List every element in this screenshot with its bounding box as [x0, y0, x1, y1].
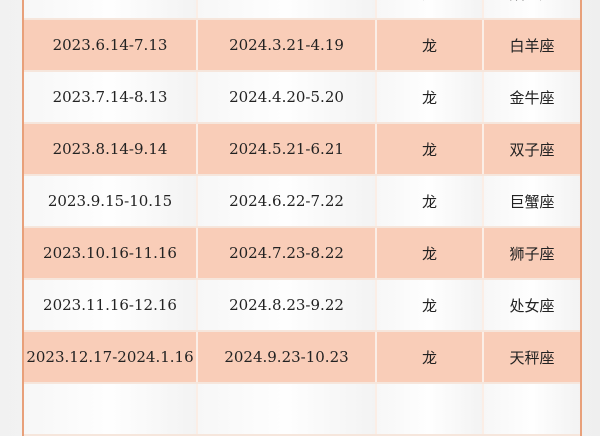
constellation-cell: 双鱼座: [484, 0, 580, 18]
table-row: 2023.8.14-9.14 2024.5.21-6.21 龙双子座: [24, 124, 580, 176]
solar-date-cell: 2024.8.23-9.22: [198, 280, 377, 330]
lunar-date-cell: 2023.12.17-2024.1.16: [24, 332, 198, 382]
lunar-date-cell: 2023.5.19-6.13: [24, 0, 198, 18]
table-row: 2023.6.14-7.13 2024.3.21-4.19 龙白羊座: [24, 20, 580, 72]
zodiac-animal-cell: [377, 384, 484, 434]
constellation-cell: 双子座: [484, 124, 580, 174]
zodiac-animal-cell: 龙: [377, 0, 484, 18]
constellation-cell: 金牛座: [484, 72, 580, 122]
solar-date-cell: 2024.5.21-6.21: [198, 124, 377, 174]
zodiac-animal-cell: 龙: [377, 124, 484, 174]
lunar-date-cell: 2023.7.14-8.13: [24, 72, 198, 122]
zodiac-animal-cell: 龙: [377, 20, 484, 70]
table-row: 2023.9.15-10.15 2024.6.22-7.22 龙巨蟹座: [24, 176, 580, 228]
zodiac-animal-cell: 龙: [377, 280, 484, 330]
table-row: 2023.12.17-2024.1.16 2024.9.23-10.23 龙天秤座: [24, 332, 580, 384]
table-row: 2023.7.14-8.13 2024.4.20-5.20 龙金牛座: [24, 72, 580, 124]
zodiac-table: 2023.5.19-6.132024.2.19-3.20龙双鱼座2023.6.1…: [22, 0, 582, 436]
lunar-date-cell: 2023.9.15-10.15: [24, 176, 198, 226]
lunar-date-cell: 2023.6.14-7.13: [24, 20, 198, 70]
lunar-date-cell: 2023.10.16-11.16: [24, 228, 198, 278]
constellation-cell: 巨蟹座: [484, 176, 580, 226]
constellation-cell: [484, 384, 580, 434]
solar-date-cell: 2024.3.21-4.19: [198, 20, 377, 70]
constellation-cell: 天秤座: [484, 332, 580, 382]
constellation-cell: 狮子座: [484, 228, 580, 278]
solar-date-cell: 2024.9.23-10.23: [198, 332, 377, 382]
lunar-date-cell: 2023.11.16-12.16: [24, 280, 198, 330]
lunar-date-cell: [24, 384, 198, 434]
solar-date-cell: 2024.6.22-7.22: [198, 176, 377, 226]
table-row: [24, 384, 580, 436]
lunar-date-cell: 2023.8.14-9.14: [24, 124, 198, 174]
constellation-cell: 白羊座: [484, 20, 580, 70]
solar-date-cell: 2024.7.23-8.22: [198, 228, 377, 278]
table-row: 2023.11.16-12.16 2024.8.23-9.22 龙处女座: [24, 280, 580, 332]
table-row: 2023.10.16-11.16 2024.7.23-8.22 龙狮子座: [24, 228, 580, 280]
zodiac-animal-cell: 龙: [377, 228, 484, 278]
solar-date-cell: [198, 384, 377, 434]
solar-date-cell: 2024.2.19-3.20: [198, 0, 377, 18]
zodiac-animal-cell: 龙: [377, 332, 484, 382]
solar-date-cell: 2024.4.20-5.20: [198, 72, 377, 122]
zodiac-animal-cell: 龙: [377, 72, 484, 122]
constellation-cell: 处女座: [484, 280, 580, 330]
zodiac-animal-cell: 龙: [377, 176, 484, 226]
